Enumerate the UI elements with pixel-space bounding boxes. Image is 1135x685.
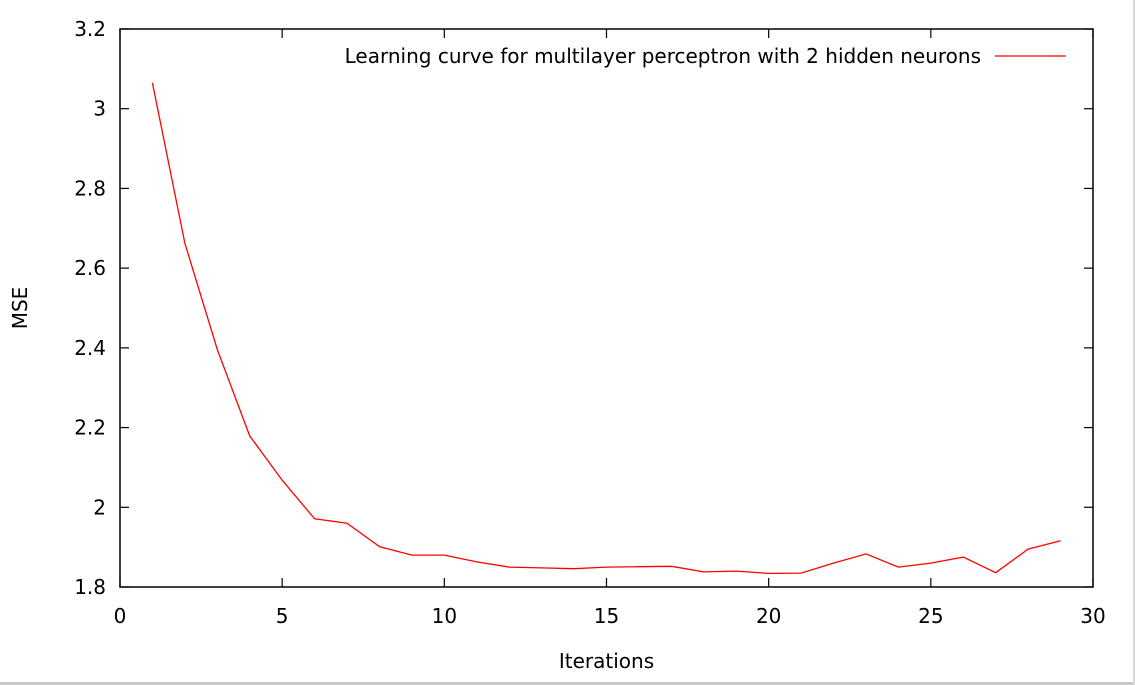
window-right-edge [1133,0,1135,685]
plot-frame [119,28,1094,588]
window-bottom-edge [0,682,1135,685]
tick-labels-layer: 0 5 10 15 20 25 30 1.8 2 2.2 2.4 2.6 2.8 3 3.2 [74,17,1106,628]
x-tick-label: 20 [756,604,781,628]
y-tick-label: 1.8 [74,575,106,599]
x-tick-label: 15 [594,604,619,628]
y-tick-label: 2.8 [74,176,106,200]
x-axis-title: Iterations [559,649,654,673]
x-tick-label: 0 [114,604,127,628]
x-tick-label: 5 [276,604,289,628]
y-tick-label: 3.2 [74,17,106,41]
y-tick-label: 2.2 [74,416,106,440]
y-tick-label: 2.4 [74,336,106,360]
y-tick-label: 3 [93,97,106,121]
x-tick-label: 30 [1080,604,1105,628]
legend: Learning curve for multilayer perceptron… [345,44,1066,68]
y-tick-label: 2.6 [74,256,106,280]
x-tick-label: 25 [918,604,943,628]
y-tick-label: 2 [93,495,106,519]
x-tick-label: 10 [432,604,457,628]
series-line [151,82,1061,575]
ticks-layer [119,28,1094,588]
legend-label: Learning curve for multilayer perceptron… [345,44,981,68]
y-axis-title: MSE [8,287,32,330]
